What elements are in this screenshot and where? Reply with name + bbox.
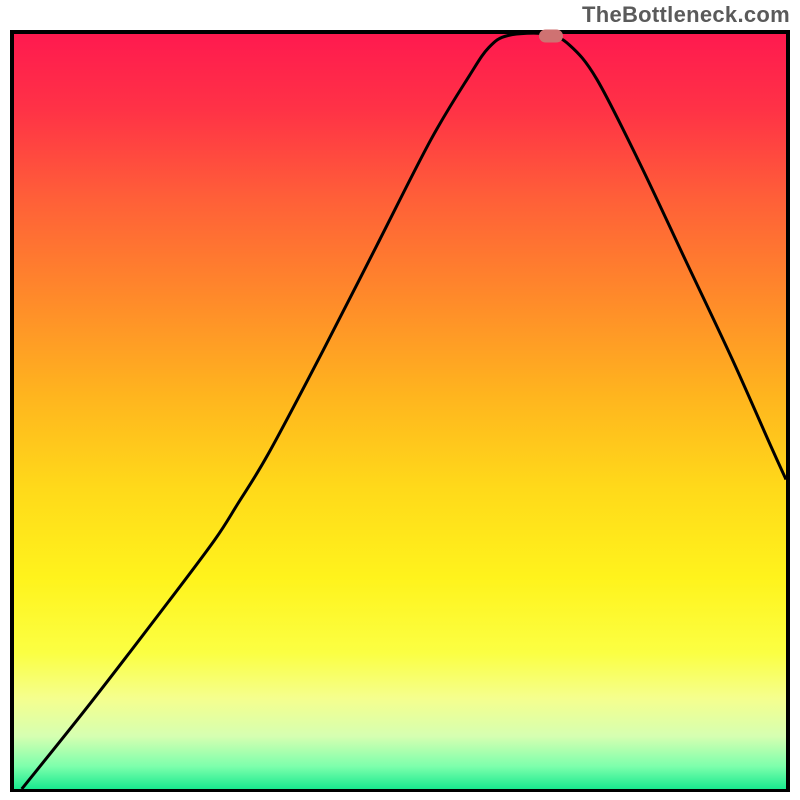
chart-frame [10, 30, 790, 792]
chart-container: TheBottleneck.com [0, 0, 800, 800]
chart-background [14, 34, 786, 789]
chart-svg [14, 34, 786, 789]
chart-plot-area [14, 34, 786, 789]
attribution-text: TheBottleneck.com [582, 2, 790, 28]
optimal-point-marker [539, 30, 563, 43]
